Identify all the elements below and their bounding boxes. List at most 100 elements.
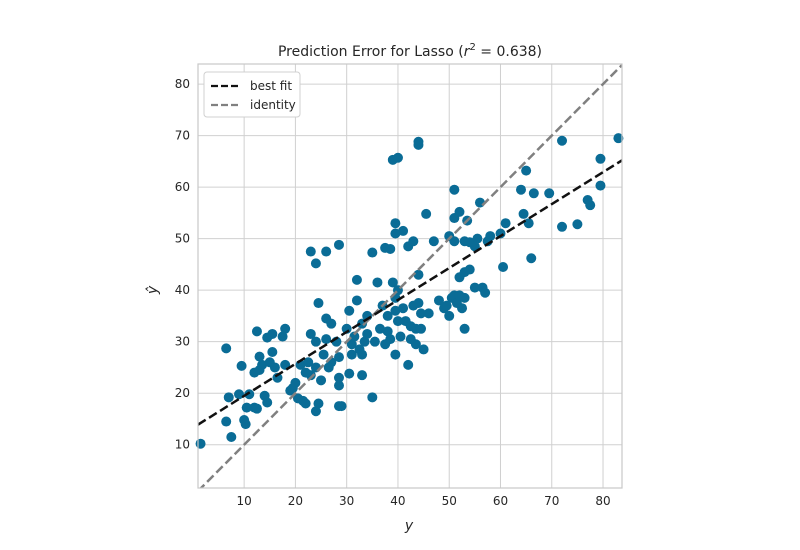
- data-point: [387, 277, 398, 288]
- data-point: [226, 431, 237, 442]
- data-point: [595, 180, 606, 191]
- data-point: [333, 372, 344, 383]
- data-point: [362, 328, 373, 339]
- data-point: [234, 389, 245, 400]
- data-point: [357, 370, 368, 381]
- y-tick-label: 50: [175, 232, 190, 246]
- scatter-points: [195, 133, 624, 449]
- data-point: [267, 346, 278, 357]
- data-point: [595, 153, 606, 164]
- data-point: [333, 352, 344, 363]
- data-point: [305, 370, 316, 381]
- data-point: [244, 389, 255, 400]
- data-point: [369, 336, 380, 347]
- x-tick-label: 80: [595, 494, 610, 508]
- data-point: [408, 236, 419, 247]
- data-point: [469, 241, 480, 252]
- data-point: [316, 375, 327, 386]
- data-point: [413, 139, 424, 150]
- x-tick-labels: 10 20 30 40 50 60 70 80: [237, 494, 611, 508]
- data-point: [251, 403, 262, 414]
- data-point: [557, 221, 568, 232]
- x-axis-label: y: [404, 518, 414, 534]
- data-point: [382, 326, 393, 337]
- data-point: [305, 246, 316, 257]
- chart-title: Prediction Error for Lasso (r2 = 0.638): [278, 42, 542, 60]
- data-point: [464, 264, 475, 275]
- data-point: [480, 287, 491, 298]
- data-point: [469, 282, 480, 293]
- data-point: [290, 377, 301, 388]
- data-point: [375, 323, 386, 334]
- y-tick-label: 40: [175, 283, 190, 297]
- data-point: [472, 233, 483, 244]
- data-point: [459, 323, 470, 334]
- reference-lines: [198, 64, 622, 488]
- y-tick-label: 30: [175, 335, 190, 349]
- data-point: [421, 208, 432, 219]
- data-point: [403, 359, 414, 370]
- data-point: [385, 334, 396, 345]
- data-point: [333, 380, 344, 391]
- data-point: [310, 336, 321, 347]
- data-point: [277, 331, 288, 342]
- data-point: [223, 392, 234, 403]
- data-point: [523, 218, 534, 229]
- data-point: [236, 360, 247, 371]
- data-point: [416, 308, 427, 319]
- data-point: [300, 398, 311, 409]
- data-point: [485, 231, 496, 242]
- y-axis-label: ŷ: [145, 285, 161, 295]
- data-point: [346, 339, 357, 350]
- data-point: [518, 208, 529, 219]
- data-point: [351, 274, 362, 285]
- x-tick-label: 30: [339, 494, 354, 508]
- data-point: [357, 349, 368, 360]
- data-point: [449, 236, 460, 247]
- data-point: [326, 318, 337, 329]
- data-point: [428, 236, 439, 247]
- data-point: [318, 349, 329, 360]
- data-point: [351, 295, 362, 306]
- legend-best-fit-label: best fit: [250, 79, 292, 93]
- data-point: [321, 246, 332, 257]
- data-point: [572, 219, 583, 230]
- data-point: [344, 305, 355, 316]
- data-point: [267, 328, 278, 339]
- data-point: [413, 269, 424, 280]
- data-point: [313, 298, 324, 309]
- best-fit-line: [198, 159, 622, 426]
- data-point: [613, 133, 624, 144]
- data-point: [385, 243, 396, 254]
- data-point: [498, 261, 509, 272]
- data-point: [390, 349, 401, 360]
- data-point: [382, 310, 393, 321]
- data-point: [336, 401, 347, 412]
- data-point: [528, 188, 539, 199]
- data-point: [390, 218, 401, 229]
- data-point: [413, 298, 424, 309]
- data-point: [495, 228, 506, 239]
- data-point: [459, 292, 470, 303]
- data-point: [321, 334, 332, 345]
- legend-identity-label: identity: [250, 98, 296, 112]
- x-tick-label: 10: [237, 494, 252, 508]
- data-point: [398, 303, 409, 314]
- data-point: [521, 165, 532, 176]
- data-point: [444, 310, 455, 321]
- data-point: [280, 323, 291, 334]
- data-point: [390, 305, 401, 316]
- data-point: [310, 406, 321, 417]
- y-tick-label: 60: [175, 180, 190, 194]
- data-point: [359, 336, 370, 347]
- data-point: [367, 392, 378, 403]
- data-point: [454, 206, 465, 217]
- data-point: [269, 362, 280, 373]
- data-point: [515, 184, 526, 195]
- x-tick-label: 50: [442, 494, 457, 508]
- y-tick-labels: 10 20 30 40 50 60 70 80: [175, 77, 190, 452]
- data-point: [305, 328, 316, 339]
- data-point: [346, 349, 357, 360]
- data-point: [372, 277, 383, 288]
